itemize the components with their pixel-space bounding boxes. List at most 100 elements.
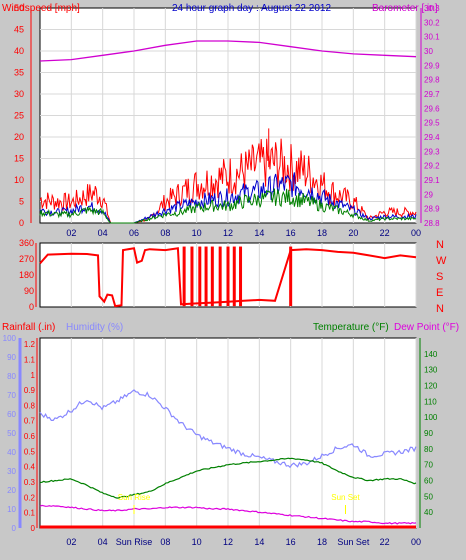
time-tick-label: 04 (98, 537, 108, 547)
humidity-tick-label: 60 (7, 410, 16, 419)
time-tick-label: 14 (254, 228, 264, 238)
barometer-tick-label: 30.3 (424, 4, 440, 13)
humidity-tick-label: 20 (7, 486, 16, 495)
barometer-tick-label: 29.1 (424, 176, 440, 185)
temperature-tick-label: 120 (424, 382, 438, 391)
temperature-axis-label: Temperature (°F) (313, 322, 389, 333)
rainfall-tick-label: 1 (31, 371, 36, 380)
climate-series-line (39, 457, 417, 499)
time-tick-label: 22 (380, 537, 390, 547)
humidity-tick-label: 90 (7, 353, 16, 362)
humidity-tick-label: 10 (7, 505, 16, 514)
barometer-tick-label: 28.8 (424, 219, 440, 228)
temperature-tick-label: 110 (424, 397, 437, 406)
time-tick-label: 18 (317, 537, 327, 547)
time-tick-label: 12 (223, 537, 233, 547)
windspeed-tick-label: 0 (19, 218, 24, 228)
temperature-tick-label: 130 (424, 366, 438, 375)
time-tick-label: 20 (348, 228, 358, 238)
time-tick-label: 00 (411, 228, 421, 238)
time-tick-label: 10 (192, 228, 202, 238)
temperature-tick-label: 90 (424, 429, 433, 438)
rainfall-axis-label: Rainfall (.in) (2, 322, 55, 333)
compass-label: N (436, 239, 444, 251)
temperature-tick-label: 50 (424, 492, 433, 501)
time-tick-label: 10 (192, 537, 202, 547)
humidity-tick-label: 50 (7, 429, 16, 438)
time-tick-label: 14 (254, 537, 264, 547)
rainfall-tick-label: 1.1 (24, 355, 36, 364)
time-tick-label: 22 (380, 228, 390, 238)
temperature-tick-label: 60 (424, 477, 433, 486)
barometer-tick-label: 29.2 (424, 162, 440, 171)
time-tick-label: 00 (411, 537, 421, 547)
rainfall-tick-label: 0.7 (24, 417, 36, 426)
barometer-tick-label: 30.2 (424, 18, 440, 27)
time-tick-label: 12 (223, 228, 233, 238)
rainfall-tick-label: 0.9 (24, 386, 36, 395)
direction-tick-label: 270 (19, 254, 34, 264)
humidity-tick-label: 80 (7, 372, 16, 381)
compass-label: S (436, 271, 443, 283)
wind-series-line (39, 138, 417, 224)
temperature-tick-label: 140 (424, 350, 438, 359)
barometer-tick-label: 29.6 (424, 104, 440, 113)
dewpoint-axis-label: Dew Point (°F) (394, 322, 459, 333)
wind-direction-line (39, 247, 417, 308)
temperature-tick-label: 70 (424, 461, 433, 470)
climate-series-line (39, 389, 417, 469)
rainfall-tick-label: 0.8 (24, 401, 36, 410)
time-tick-label: 02 (66, 537, 76, 547)
humidity-tick-label: 100 (3, 334, 17, 343)
time-tick-label: 08 (160, 537, 170, 547)
windspeed-tick-label: 40 (14, 46, 24, 56)
humidity-axis-label: Humidity (%) (66, 322, 123, 333)
windspeed-tick-label: 15 (14, 154, 24, 164)
sun-annotation-label: Sun Set (331, 493, 360, 502)
compass-label: N (436, 303, 444, 315)
time-tick-label: 08 (160, 228, 170, 238)
barometer-tick-label: 29 (424, 190, 433, 199)
time-tick-label: Sun Rise (116, 537, 153, 547)
rainfall-tick-label: 0.1 (24, 509, 36, 518)
direction-tick-label: 180 (19, 270, 34, 280)
barometer-tick-label: 30 (424, 47, 433, 56)
windspeed-tick-label: 10 (14, 175, 24, 185)
direction-tick-label: 0 (29, 302, 34, 312)
wind-series-line (39, 188, 417, 224)
time-tick-label: Sun Set (337, 537, 370, 547)
humidity-tick-label: 0 (12, 524, 17, 533)
barometer-tick-label: 29.7 (424, 90, 440, 99)
barometer-line (39, 40, 417, 62)
compass-label: E (436, 287, 443, 299)
temperature-tick-label: 40 (424, 508, 433, 517)
sun-annotation-label: Sun Rise (118, 493, 151, 502)
barometer-tick-label: 28.9 (424, 205, 440, 214)
windspeed-tick-label: 45 (14, 25, 24, 35)
windspeed-tick-label: 5 (19, 197, 24, 207)
humidity-tick-label: 40 (7, 448, 16, 457)
barometer-tick-label: 29.9 (424, 61, 440, 70)
time-tick-label: 06 (129, 228, 139, 238)
windspeed-tick-label: 30 (14, 89, 24, 99)
rainfall-tick-label: 0.6 (24, 432, 36, 441)
direction-tick-label: 360 (19, 238, 34, 248)
temperature-tick-label: 100 (424, 413, 438, 422)
compass-label: W (436, 255, 447, 267)
graph-title: 24 hour graph day : August 22 2012 (172, 3, 331, 14)
barometer-tick-label: 30.1 (424, 33, 440, 42)
time-tick-label: 04 (98, 228, 108, 238)
windspeed-tick-label: 35 (14, 68, 24, 78)
time-tick-label: 02 (66, 228, 76, 238)
rainfall-tick-label: 1.2 (24, 340, 36, 349)
windspeed-tick-label: 20 (14, 132, 24, 142)
barometer-tick-label: 29.5 (424, 119, 440, 128)
windspeed-tick-label: 50 (14, 3, 24, 13)
time-tick-label: 18 (317, 228, 327, 238)
temperature-tick-label: 80 (424, 445, 433, 454)
time-tick-label: 16 (286, 537, 296, 547)
rainfall-tick-label: 0.2 (24, 493, 36, 502)
windspeed-tick-label: 25 (14, 111, 24, 121)
